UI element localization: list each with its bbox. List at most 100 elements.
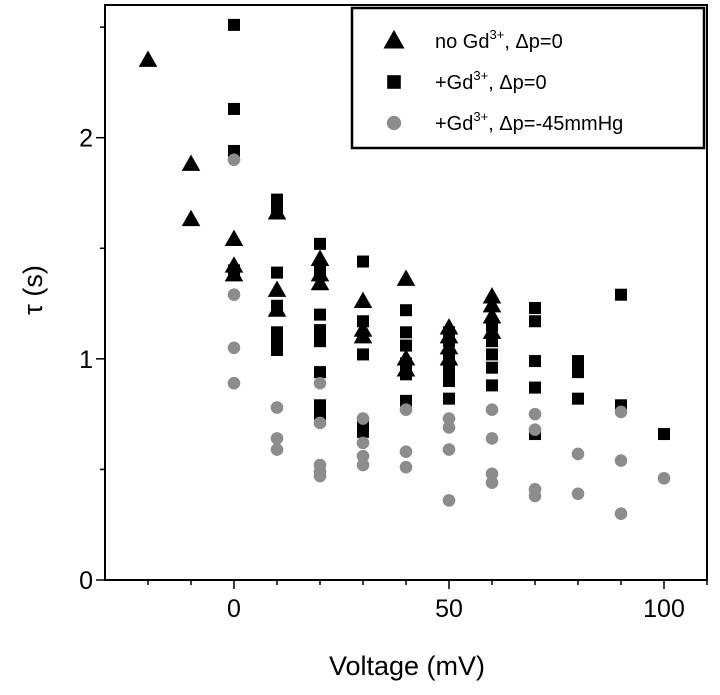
- x-axis-title: Voltage (mV): [329, 651, 485, 681]
- triangle-point: [224, 229, 244, 247]
- x-tick-label: 100: [643, 595, 685, 623]
- triangle-point: [310, 273, 330, 291]
- square-point: [443, 374, 455, 387]
- y-tick-label: 2: [79, 125, 93, 153]
- triangle-point: [310, 265, 330, 282]
- triangle-point: [439, 318, 459, 335]
- square-point: [314, 237, 326, 250]
- circle-point: [571, 447, 585, 461]
- square-point: [529, 355, 541, 368]
- circle-point: [614, 405, 628, 419]
- triangle-point: [224, 256, 244, 273]
- circle-point: [485, 432, 499, 445]
- square-point: [400, 326, 412, 339]
- legend-marker-triangle: [383, 29, 405, 49]
- square-point: [658, 428, 670, 441]
- square-point: [486, 361, 498, 374]
- triangle-point: [482, 322, 502, 339]
- square-point: [357, 425, 369, 438]
- legend-label: +Gd3+, Δp=0: [435, 68, 547, 94]
- square-point: [271, 266, 283, 279]
- circle-point: [227, 341, 241, 355]
- circle-point: [270, 443, 284, 456]
- square-point: [228, 18, 240, 31]
- y-axis-title: τ (s): [18, 265, 48, 315]
- legend-marker-circle: [386, 115, 402, 131]
- triangle-point: [181, 154, 201, 171]
- triangle-point: [267, 280, 287, 297]
- triangle-point: [396, 360, 416, 377]
- triangle-point: [353, 291, 373, 308]
- circle-point: [227, 288, 241, 302]
- square-point: [615, 288, 627, 301]
- square-point: [228, 144, 240, 157]
- square-point: [572, 392, 584, 405]
- triangle-point: [482, 307, 502, 324]
- circle-point: [485, 403, 499, 417]
- triangle-point: [138, 50, 158, 67]
- circle-point: [528, 423, 542, 436]
- circle-point: [356, 449, 370, 463]
- y-tick-label: 1: [79, 346, 93, 374]
- circle-point: [356, 458, 370, 472]
- circle-point: [399, 460, 413, 474]
- circle-point: [442, 494, 456, 507]
- circle-point: [528, 407, 542, 421]
- legend-marker-square: [387, 75, 401, 89]
- legend-label: +Gd3+, Δp=-45mmHg: [435, 109, 623, 135]
- triangle-point: [267, 203, 287, 220]
- square-point: [357, 348, 369, 361]
- triangle-point: [267, 300, 287, 317]
- square-point: [572, 366, 584, 379]
- square-point: [572, 355, 584, 368]
- circle-point: [399, 445, 413, 459]
- circle-point: [485, 467, 499, 481]
- legend-box: [350, 6, 706, 150]
- square-point: [486, 379, 498, 392]
- square-point: [529, 315, 541, 328]
- square-point: [271, 344, 283, 356]
- circle-point: [614, 454, 628, 467]
- axes: 0 50 100 0 1 2: [79, 26, 708, 623]
- square-point: [443, 363, 455, 376]
- square-point: [228, 102, 240, 115]
- square-point: [314, 408, 326, 421]
- circle-point: [399, 403, 413, 417]
- x-tick-label: 0: [227, 595, 241, 623]
- data-points: [138, 18, 671, 520]
- circle-point: [442, 421, 456, 434]
- triangle-point: [310, 249, 330, 266]
- triangle-point: [224, 265, 244, 282]
- square-point: [400, 339, 412, 352]
- circle-point: [270, 432, 284, 445]
- square-point: [443, 392, 455, 405]
- square-point: [400, 394, 412, 407]
- square-point: [529, 301, 541, 314]
- circle-point: [313, 416, 327, 430]
- y-tick-label: 0: [79, 567, 93, 595]
- legend-label: no Gd3+, Δp=0: [435, 27, 563, 53]
- triangle-point: [396, 349, 416, 366]
- circle-point: [442, 443, 456, 456]
- square-point: [529, 381, 541, 394]
- triangle-point: [439, 338, 459, 355]
- square-point: [314, 308, 326, 321]
- square-point: [314, 366, 326, 379]
- circle-point: [614, 507, 628, 520]
- circle-point: [485, 476, 499, 489]
- circle-point: [657, 471, 671, 485]
- triangle-point: [396, 269, 416, 286]
- square-point: [357, 255, 369, 268]
- triangle-point: [181, 209, 201, 227]
- square-point: [314, 324, 326, 337]
- circle-point: [227, 376, 241, 390]
- x-tick-label: 50: [435, 595, 463, 623]
- legend: no Gd3+, Δp=0 +Gd3+, Δp=0 +Gd3+, Δp=-45mmH…: [350, 6, 706, 150]
- circle-point: [442, 412, 456, 425]
- square-point: [314, 335, 326, 348]
- circle-point: [356, 412, 370, 425]
- circle-point: [313, 469, 327, 483]
- square-point: [486, 348, 498, 361]
- triangle-point: [482, 296, 502, 313]
